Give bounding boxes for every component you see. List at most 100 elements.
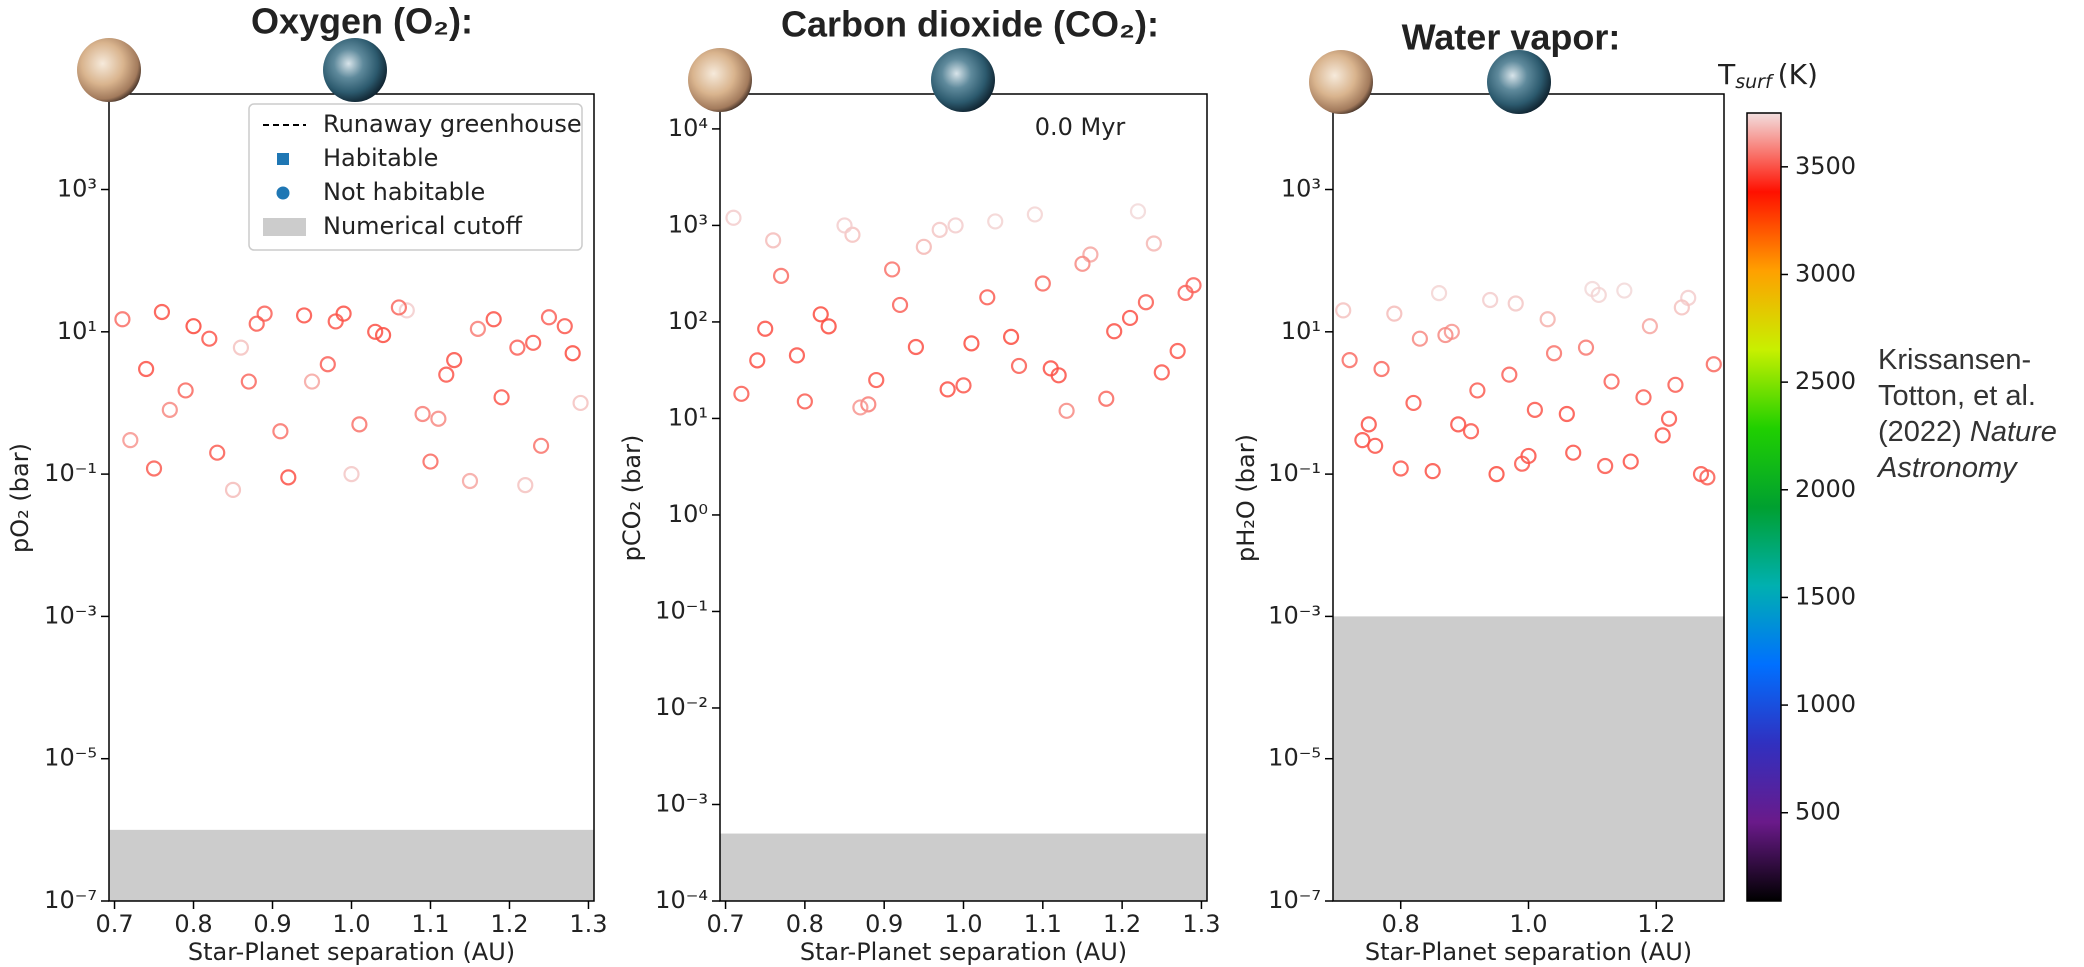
colorbar-label-part: T <box>1717 58 1736 91</box>
data-point <box>1526 401 1543 418</box>
x-tick-label: 0.9 <box>253 910 291 938</box>
data-point <box>1360 416 1377 433</box>
x-tick-label: 0.8 <box>174 910 212 938</box>
data-point <box>343 466 360 483</box>
data-point <box>1042 360 1059 377</box>
data-point <box>1430 284 1448 302</box>
data-point <box>509 339 526 356</box>
x-tick-label: 0.8 <box>786 910 824 938</box>
data-point <box>1462 423 1480 440</box>
data-point <box>1660 410 1678 427</box>
data-point <box>446 352 463 369</box>
data-point <box>138 360 155 378</box>
data-point <box>749 352 766 369</box>
data-point <box>224 481 242 498</box>
legend-patch <box>263 218 306 236</box>
data-point <box>351 416 368 433</box>
data-point <box>947 217 964 234</box>
numerical-cutoff <box>720 833 1207 901</box>
data-point <box>517 477 534 494</box>
data-point <box>240 373 257 390</box>
data-point <box>272 423 289 440</box>
data-point <box>430 410 447 427</box>
y-tick-label: 10⁻⁷ <box>1268 886 1321 914</box>
data-point <box>532 437 550 454</box>
data-point <box>461 472 479 490</box>
data-point <box>414 405 431 423</box>
colorbar-tick-label: 3000 <box>1795 259 1856 287</box>
colorbar-label-part: surf <box>1735 71 1775 93</box>
colorbar-label: Tsurf (K) <box>1717 58 1818 93</box>
x-tick-label: 0.8 <box>1382 910 1420 938</box>
data-point <box>1129 203 1147 220</box>
data-point <box>122 432 139 449</box>
data-point <box>1169 342 1186 360</box>
earth-icon <box>323 38 387 102</box>
legend-label: Numerical cutoff <box>323 212 523 240</box>
data-point <box>1501 366 1518 383</box>
data-point <box>1074 255 1091 272</box>
data-point <box>1373 360 1390 378</box>
data-point <box>1635 389 1652 406</box>
caption-journal: Nature Astronomy <box>1878 416 2057 484</box>
earth-icon <box>931 48 995 112</box>
venus-icon <box>77 38 141 102</box>
x-axis-label: Star-Planet separation (AU) <box>1365 938 1692 966</box>
panel-title: Carbon dioxide (CO₂): <box>781 4 1159 45</box>
data-point <box>820 318 837 335</box>
annotation: 0.0 Myr <box>1035 113 1126 141</box>
data-point <box>1106 323 1123 340</box>
data-point <box>733 385 750 402</box>
data-point <box>1386 305 1403 322</box>
data-point <box>852 399 869 416</box>
data-point <box>1654 427 1671 444</box>
data-point <box>939 381 956 398</box>
x-axis-label: Star-Planet separation (AU) <box>800 938 1127 966</box>
y-tick-label: 10¹ <box>668 403 708 431</box>
data-point <box>1603 373 1620 390</box>
data-point <box>796 393 813 410</box>
y-tick-label: 10⁻³ <box>44 601 97 629</box>
x-tick-label: 0.9 <box>865 910 903 938</box>
data-point <box>1622 453 1639 470</box>
data-point <box>1692 466 1710 483</box>
legend-label: Not habitable <box>323 178 485 206</box>
data-point <box>1405 394 1422 412</box>
data-point <box>979 289 996 306</box>
data-point <box>907 338 925 356</box>
data-point <box>1673 299 1690 316</box>
data-point <box>788 347 806 364</box>
data-point <box>572 394 589 412</box>
x-tick-label: 1.2 <box>1103 910 1141 938</box>
data-point <box>1539 311 1556 328</box>
data-point <box>1153 364 1170 381</box>
y-tick-label: 10⁻³ <box>1268 601 1321 629</box>
data-point <box>812 306 829 323</box>
data-point <box>1058 402 1075 419</box>
data-point <box>1424 463 1441 480</box>
data-point <box>963 335 980 352</box>
data-point <box>1002 328 1020 345</box>
y-tick-label: 10¹ <box>1281 317 1321 345</box>
data-point <box>1034 275 1051 292</box>
y-tick-label: 10³ <box>668 210 708 238</box>
x-tick-label: 1.2 <box>1637 910 1675 938</box>
data-point <box>1098 390 1115 407</box>
data-point <box>1367 437 1384 454</box>
data-point <box>493 389 510 406</box>
data-point <box>1507 295 1524 312</box>
x-tick-label: 0.7 <box>706 910 744 938</box>
data-point <box>1121 309 1139 327</box>
legend-label: Runaway greenhouse <box>323 110 582 138</box>
data-point <box>525 334 542 351</box>
data-point <box>772 267 790 284</box>
data-point <box>248 315 265 332</box>
data-point <box>177 382 194 399</box>
colorbar-tick-label: 2000 <box>1795 475 1856 503</box>
y-tick-label: 10⁴ <box>668 114 708 142</box>
data-point <box>556 318 573 335</box>
colorbar-label-part: (K) <box>1778 58 1818 91</box>
y-tick-label: 10³ <box>1281 175 1321 203</box>
data-point <box>438 366 455 383</box>
